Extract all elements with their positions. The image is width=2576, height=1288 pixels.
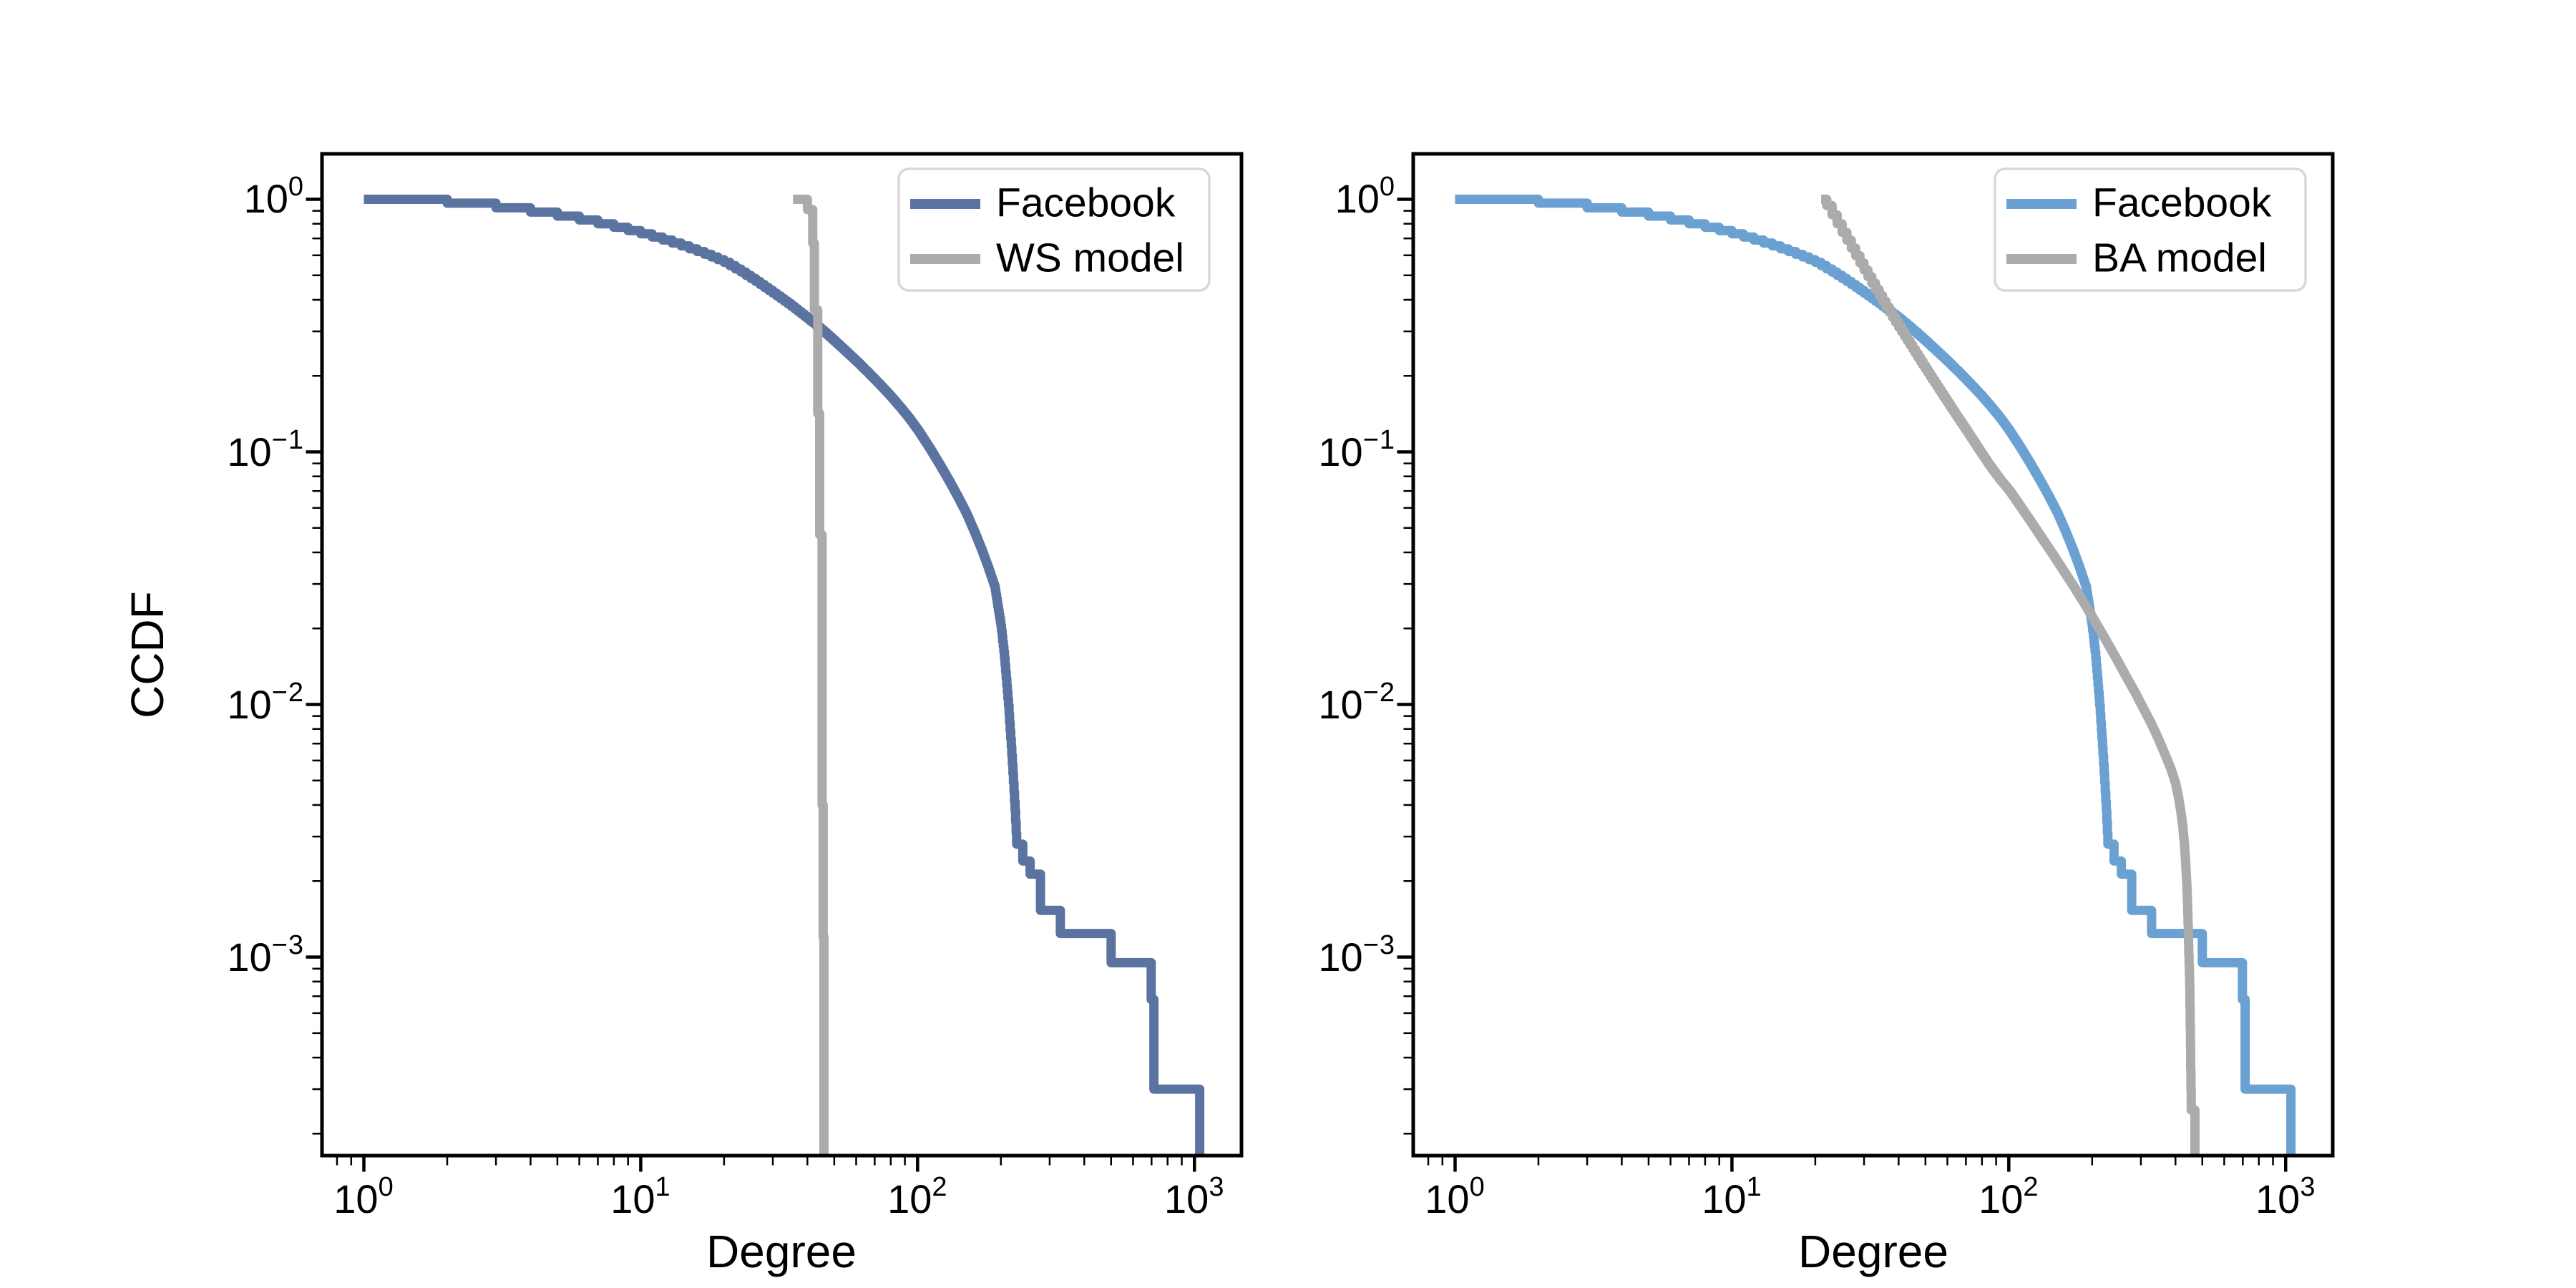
facebook-curve-right — [1455, 195, 2296, 1156]
legend-box-right — [1994, 167, 2307, 292]
panel-left — [306, 152, 1244, 1172]
ba-model-curve-right — [1821, 195, 2200, 1156]
facebook-curve-left — [364, 195, 1205, 1156]
tick-marks — [306, 197, 1196, 1172]
x-axis-label-degree-right: Degree — [1798, 1226, 1948, 1277]
ws-model-curve-left — [790, 195, 829, 1156]
y-axis-label-ccdf: CCDF — [122, 591, 173, 718]
axes-frame-left — [320, 152, 1244, 1158]
panel-right — [1397, 152, 2335, 1172]
legend-box-left — [897, 167, 1211, 292]
axes-frame-right — [1411, 152, 2335, 1158]
x-axis-label-degree-left: Degree — [706, 1226, 857, 1277]
tick-marks — [1397, 197, 2288, 1172]
